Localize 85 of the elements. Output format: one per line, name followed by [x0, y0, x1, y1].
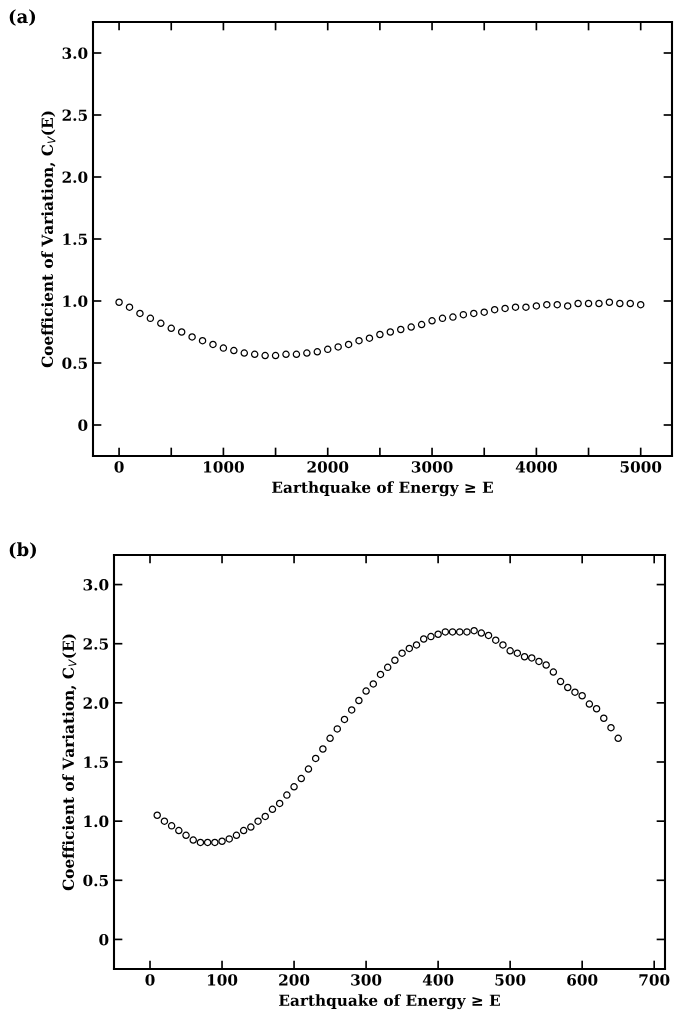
point	[136, 309, 144, 318]
point	[230, 346, 238, 355]
point	[157, 319, 165, 328]
point	[188, 333, 196, 341]
point	[167, 324, 175, 333]
point	[115, 298, 123, 306]
point	[595, 299, 603, 308]
y-tick-label: 2.0	[83, 697, 109, 709]
point	[428, 317, 436, 325]
x-axis-title: Earthquake of Energy ≥ E	[279, 994, 500, 1010]
x-tick-label: 2000	[307, 461, 349, 473]
chart-title: (b)	[9, 542, 36, 559]
point	[605, 298, 614, 306]
point	[438, 314, 447, 323]
point	[282, 350, 290, 359]
y-tick-label: 2.5	[62, 109, 87, 122]
point	[407, 323, 415, 331]
point	[177, 328, 186, 336]
x-tick-label: 1000	[204, 461, 244, 473]
y-axis-title: Coefficient of Variation, C$_{V}$(E)	[41, 111, 56, 368]
point	[501, 304, 509, 313]
y-tick-label: 2.5	[83, 638, 108, 650]
point	[376, 330, 384, 339]
point	[313, 348, 322, 356]
point	[323, 345, 332, 354]
y-tick-label: 3.0	[83, 579, 109, 591]
point	[397, 325, 405, 334]
x-tick-label: 3000	[411, 461, 453, 473]
point	[292, 350, 301, 359]
y-tick-label: 3.0	[62, 47, 88, 60]
point	[532, 302, 541, 310]
x-tick-label: 200	[279, 974, 310, 986]
point	[386, 328, 395, 336]
y-axis-title: Coefficient of Variation, C$_{V}$(E)	[62, 634, 77, 891]
point	[543, 300, 551, 309]
point	[522, 303, 530, 311]
point	[459, 310, 468, 319]
y-tick-label: 0.5	[62, 357, 87, 370]
point	[511, 303, 520, 311]
y-tick-label: 0	[99, 933, 109, 946]
point	[365, 334, 374, 342]
x-tick-label: 0	[114, 461, 124, 473]
point	[636, 300, 645, 309]
x-tick-label: 4000	[515, 461, 557, 473]
y-tick-label: 2.0	[62, 171, 88, 184]
point	[470, 309, 478, 318]
x-tick-label: 700	[639, 974, 670, 986]
x-tick-label: 300	[351, 974, 382, 986]
point	[303, 349, 311, 357]
chart-title: (a)	[9, 9, 36, 26]
point	[261, 351, 269, 360]
point	[219, 344, 228, 352]
point	[584, 299, 593, 308]
point	[480, 308, 488, 316]
x-tick-label: 5000	[620, 461, 662, 473]
y-tick-label: 0.5	[83, 874, 108, 887]
point	[553, 300, 561, 309]
y-tick-label: 1.0	[63, 295, 88, 308]
point	[626, 299, 635, 308]
y-tick-label: 1.5	[63, 233, 87, 246]
x-tick-label: 0	[145, 974, 155, 986]
point	[563, 302, 572, 310]
point	[334, 343, 342, 351]
y-tick-label: 1.0	[84, 815, 109, 828]
point	[198, 336, 207, 345]
point	[209, 340, 217, 349]
x-axis-title: Earthquake of Energy ≥ E	[272, 481, 493, 497]
x-tick-label: 400	[422, 974, 454, 986]
x-tick-label: 100	[207, 974, 238, 986]
point	[616, 299, 624, 308]
point	[417, 320, 426, 329]
x-tick-label: 600	[567, 974, 598, 986]
point	[574, 299, 582, 308]
point	[355, 336, 363, 345]
point	[449, 313, 457, 321]
point	[271, 351, 280, 360]
point	[490, 305, 499, 314]
point	[125, 303, 134, 311]
y-tick-label: 0	[78, 419, 88, 432]
point	[146, 314, 155, 323]
x-tick-label: 500	[495, 974, 526, 986]
point	[344, 340, 353, 349]
point	[250, 350, 259, 359]
y-tick-label: 1.5	[84, 756, 108, 769]
point	[240, 349, 249, 357]
